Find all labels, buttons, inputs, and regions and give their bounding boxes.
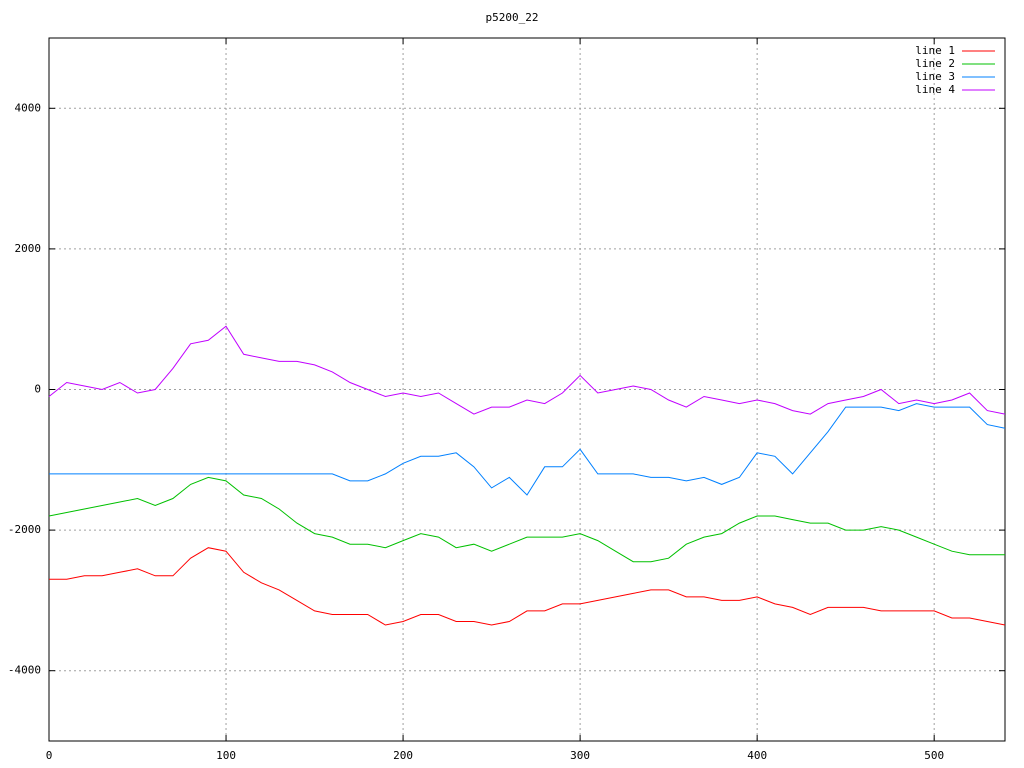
chart-title: p5200_22: [486, 11, 539, 24]
data-line: [48, 325, 1006, 415]
legend-label: line 4: [915, 83, 955, 96]
y-tick-label: 4000: [15, 101, 42, 114]
y-tick-label: 0: [34, 383, 41, 396]
x-tick-label: 0: [46, 749, 53, 762]
x-tick-label: 400: [747, 749, 767, 762]
legend-label: line 2: [915, 57, 955, 70]
y-tick-label: -2000: [8, 523, 41, 536]
x-tick-label: 100: [216, 749, 236, 762]
x-tick-label: 300: [570, 749, 590, 762]
plot-frame: [48, 37, 1006, 742]
data-line: [49, 547, 1006, 626]
data-line: [49, 403, 1006, 496]
y-tick-label: 2000: [15, 242, 42, 255]
legend-label: line 1: [915, 44, 955, 57]
x-tick-label: 500: [924, 749, 944, 762]
y-tick-label: -4000: [8, 664, 41, 677]
x-tick-label: 200: [393, 749, 413, 762]
data-line: [48, 476, 1005, 563]
legend-label: line 3: [915, 70, 955, 83]
